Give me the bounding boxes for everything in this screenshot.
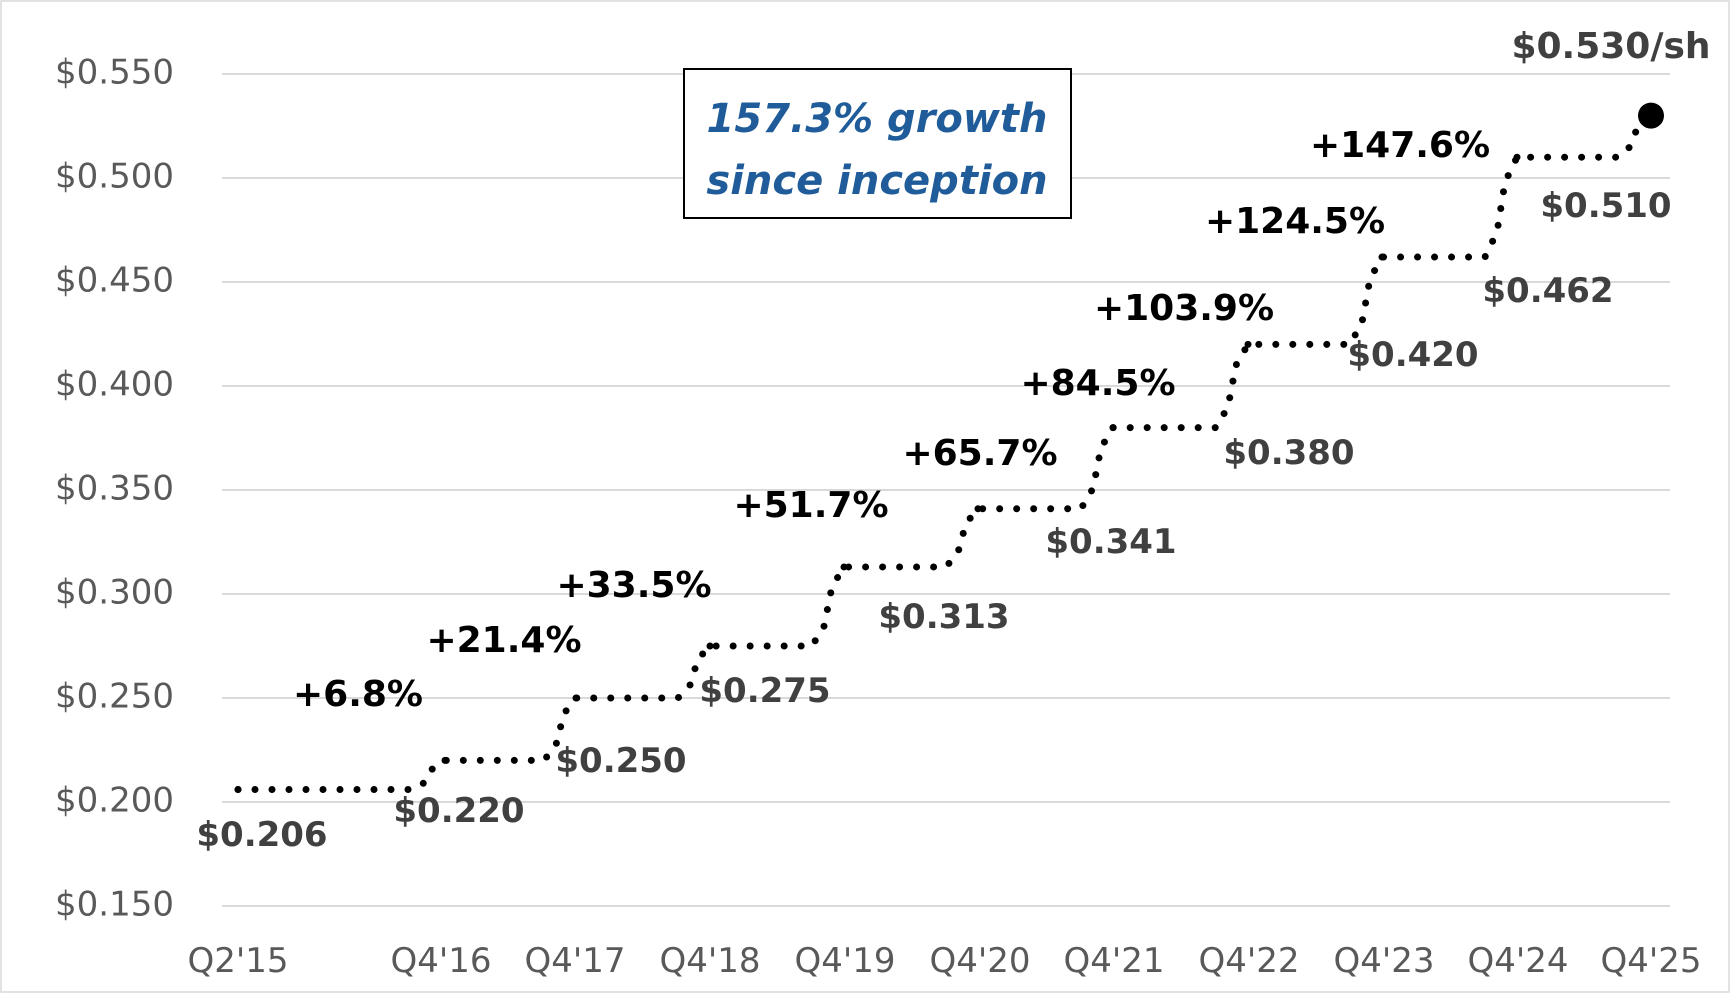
data-labels: $0.206 $0.220 +6.8% $0.250 +21.4% $0.275 +33.5…	[196, 26, 1710, 855]
y-axis: $0.150 $0.200 $0.250 $0.300 $0.350 $0.400 $0.4…	[55, 53, 174, 925]
value-label: $0.420	[1347, 335, 1478, 375]
growth-label: +65.7%	[902, 433, 1057, 474]
x-tick-label: Q4'24	[1467, 941, 1568, 981]
y-tick-label: $0.250	[55, 677, 174, 717]
data-point	[1244, 340, 1252, 348]
growth-label: +124.5%	[1205, 201, 1385, 242]
value-label: $0.462	[1482, 271, 1613, 311]
growth-label: +33.5%	[556, 565, 711, 606]
value-label: $0.275	[699, 671, 830, 711]
y-tick-label: $0.150	[55, 885, 174, 925]
y-tick-label: $0.500	[55, 157, 174, 197]
y-tick-label: $0.200	[55, 781, 174, 821]
value-label: $0.206	[196, 815, 327, 855]
data-point	[974, 505, 982, 513]
callout-line-2: since inception	[706, 158, 1047, 204]
x-tick-label: Q4'18	[659, 941, 760, 981]
y-tick-label: $0.350	[55, 469, 174, 509]
value-label: $0.341	[1045, 522, 1176, 562]
x-tick-label: Q4'17	[524, 941, 625, 981]
y-tick-label: $0.400	[55, 365, 174, 405]
growth-callout: 157.3% growth since inception	[683, 68, 1072, 219]
y-tick-label: $0.450	[55, 261, 174, 301]
x-tick-label: Q4'19	[794, 941, 895, 981]
value-label: $0.313	[878, 597, 1009, 637]
growth-label: +21.4%	[426, 620, 581, 661]
growth-label: +103.9%	[1094, 288, 1274, 329]
data-point	[1109, 424, 1117, 432]
value-label: $0.250	[555, 741, 686, 781]
dividend-series	[234, 102, 1664, 794]
data-point	[441, 756, 449, 764]
value-label: $0.510	[1540, 186, 1671, 226]
value-label: $0.220	[393, 791, 524, 831]
y-tick-label: $0.300	[55, 573, 174, 613]
x-tick-label: Q4'21	[1063, 941, 1164, 981]
x-tick-label: Q4'16	[390, 941, 491, 981]
x-tick-label: Q4'20	[929, 941, 1030, 981]
data-point	[706, 642, 714, 650]
growth-label: +51.7%	[733, 485, 888, 526]
data-point	[572, 694, 580, 702]
data-point	[840, 563, 848, 571]
data-point	[1378, 253, 1386, 261]
x-axis: Q2'15 Q4'16 Q4'17 Q4'18 Q4'19 Q4'20 Q4'21 Q4'22…	[187, 941, 1701, 981]
callout-box	[683, 68, 1072, 219]
value-label: $0.530/sh	[1511, 26, 1710, 67]
growth-label: +147.6%	[1310, 125, 1490, 166]
x-tick-label: Q2'15	[187, 941, 288, 981]
x-tick-label: Q4'25	[1600, 941, 1701, 981]
growth-label: +6.8%	[293, 674, 423, 715]
series-line	[234, 112, 1653, 794]
x-tick-label: Q4'22	[1198, 941, 1299, 981]
growth-label: +84.5%	[1020, 363, 1175, 404]
callout-line-1: 157.3% growth	[707, 96, 1048, 142]
y-tick-label: $0.550	[55, 53, 174, 93]
value-label: $0.380	[1223, 433, 1354, 473]
data-point	[234, 786, 242, 794]
data-point	[1513, 153, 1521, 161]
x-tick-label: Q4'23	[1333, 941, 1434, 981]
end-point-marker	[1638, 102, 1664, 129]
